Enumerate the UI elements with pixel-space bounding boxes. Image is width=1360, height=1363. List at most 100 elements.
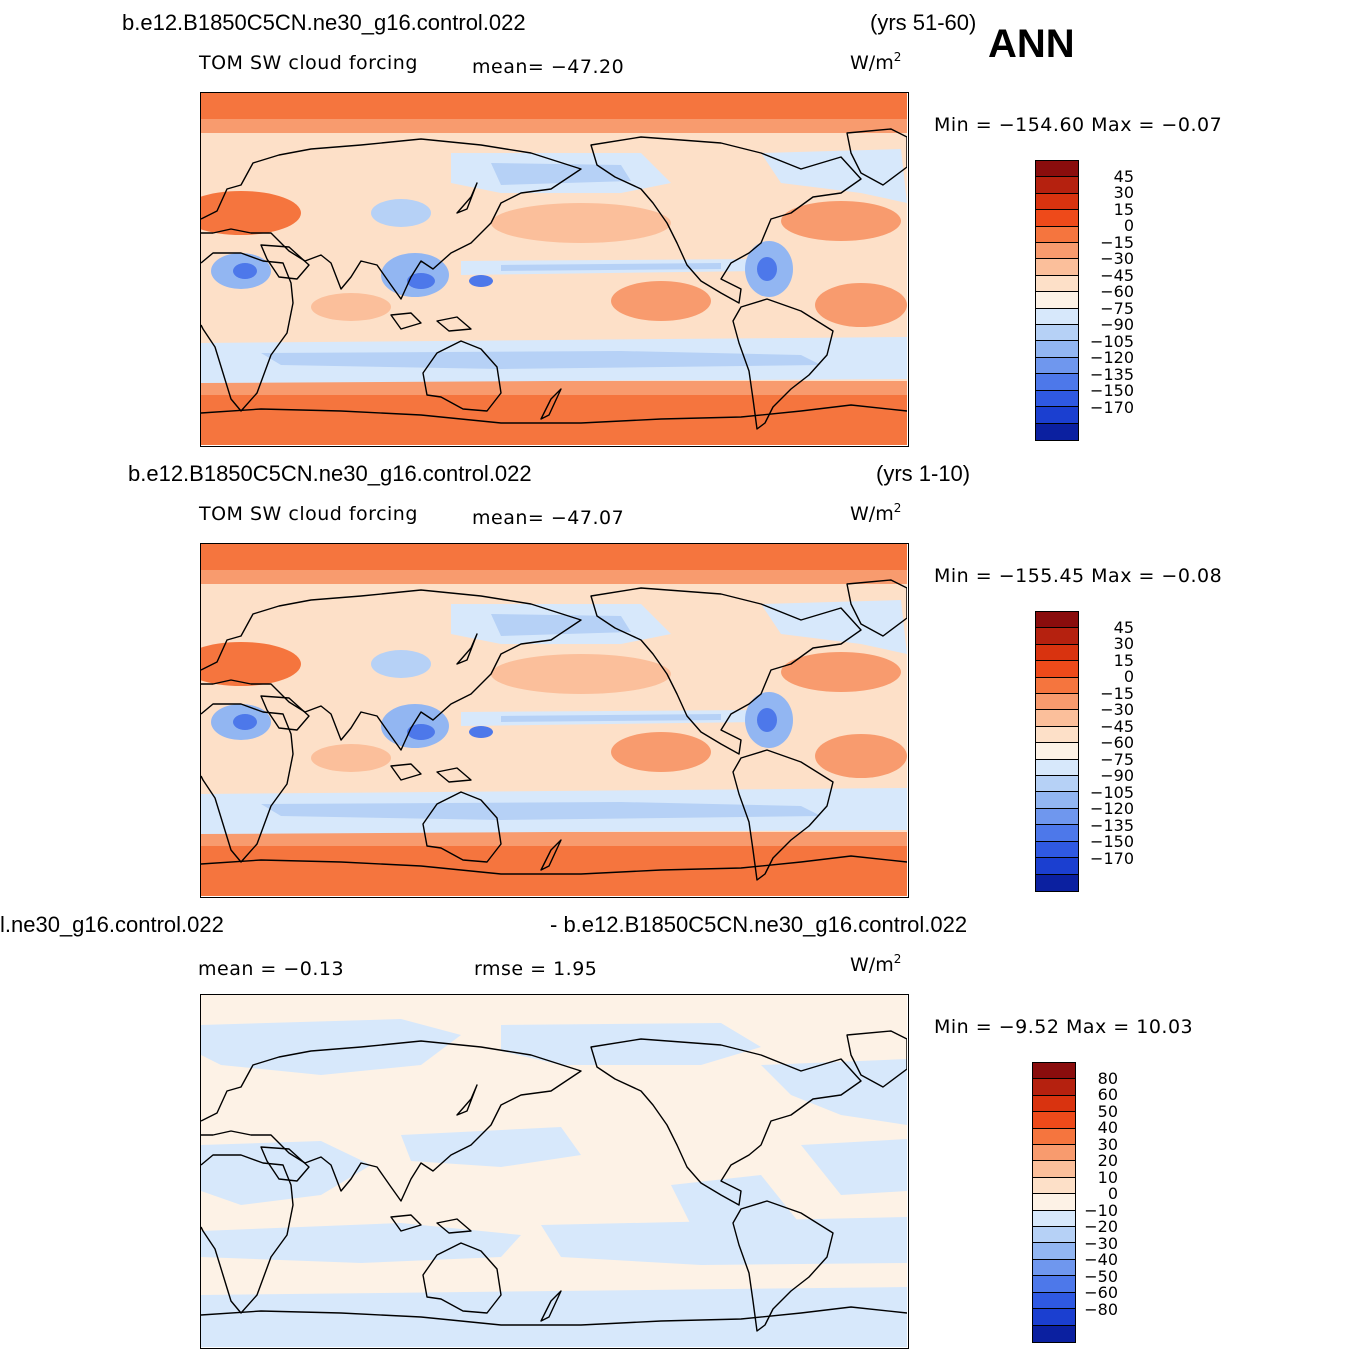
colorbar-swatch (1033, 1112, 1075, 1129)
colorbar-tick-label: −150 (1090, 381, 1134, 401)
colorbar-tick-label: −40 (1084, 1250, 1118, 1270)
colorbar-swatch (1036, 874, 1078, 891)
colorbar-tick-label: 0 (1123, 667, 1134, 687)
colorbar-tick-label: −105 (1090, 782, 1134, 802)
colorbar-tick-label: −75 (1100, 749, 1134, 769)
colorbar-swatch (1036, 161, 1078, 178)
colorbar-swatch (1036, 792, 1078, 809)
colorbar-tick-label: −135 (1090, 815, 1134, 835)
units-label: W/m2 (850, 501, 902, 525)
colorbar-labels: 45 30 15 0 −15 −30 −45 −60 −75 −90 −105 −120 −135 −15… (1080, 160, 1134, 441)
colorbar-tick-label: 30 (1113, 183, 1134, 203)
colorbar-swatch (1033, 1095, 1075, 1113)
map-control (200, 543, 909, 898)
colorbar-tick-label: −50 (1084, 1266, 1118, 1286)
colorbar-swatch (1036, 644, 1078, 662)
colorbar-swatch (1033, 1276, 1075, 1293)
contour-map (201, 93, 907, 445)
years-label: (yrs 51-60) (870, 10, 977, 35)
colorbar-tick-label: 15 (1113, 650, 1134, 670)
colorbar-tick-label: −45 (1100, 265, 1134, 285)
colorbar-tick-label: −90 (1100, 315, 1134, 335)
colorbar-swatch (1033, 1210, 1075, 1228)
colorbar (1035, 611, 1079, 892)
min-max-label: Min = −154.60 Max = −0.07 (934, 114, 1223, 136)
colorbar-swatch (1033, 1194, 1075, 1211)
colorbar-swatch (1033, 1161, 1075, 1178)
colorbar-tick-label: 20 (1097, 1151, 1118, 1171)
colorbar-swatch (1036, 341, 1078, 358)
colorbar-swatch (1036, 226, 1078, 244)
mean-value: mean = −0.13 (198, 958, 345, 980)
colorbar-swatch (1033, 1177, 1075, 1195)
contour-map (201, 544, 907, 896)
colorbar-tick-label: −30 (1084, 1233, 1118, 1253)
colorbar-tick-label: −30 (1100, 700, 1134, 720)
units-label: W/m2 (850, 952, 902, 976)
rmse-value: rmse = 1.95 (474, 958, 598, 980)
colorbar-tick-label: 50 (1097, 1101, 1118, 1121)
colorbar-swatch (1036, 808, 1078, 826)
field-name: TOM SW cloud forcing (199, 52, 418, 74)
colorbar-swatch (1036, 193, 1078, 211)
colorbar-tick-label: −15 (1100, 232, 1134, 252)
colorbar-tick-label: 30 (1097, 1134, 1118, 1154)
colorbar-swatch (1033, 1128, 1075, 1146)
colorbar-swatch (1036, 694, 1078, 711)
colorbar-swatch (1033, 1243, 1075, 1260)
colorbar-swatch (1033, 1325, 1075, 1342)
colorbar-tick-label: −10 (1084, 1200, 1118, 1220)
units-label: W/m2 (850, 50, 902, 74)
colorbar-swatch (1036, 292, 1078, 309)
colorbar-swatch (1036, 374, 1078, 391)
colorbar-swatch (1036, 759, 1078, 777)
colorbar-swatch (1036, 726, 1078, 744)
colorbar-swatch (1036, 243, 1078, 260)
colorbar-tick-label: −150 (1090, 832, 1134, 852)
colorbar-swatch (1033, 1145, 1075, 1162)
colorbar-swatch (1036, 177, 1078, 194)
colorbar-tick-label: −60 (1100, 282, 1134, 302)
colorbar-swatch (1036, 275, 1078, 293)
case-title-right: - b.e12.B1850C5CN.ne30_g16.control.022 (550, 912, 968, 937)
colorbar-swatch (1036, 628, 1078, 645)
colorbar-tick-label: 0 (1123, 216, 1134, 236)
colorbar-tick-label: −135 (1090, 364, 1134, 384)
colorbar-tick-label: −30 (1100, 249, 1134, 269)
colorbar-swatch (1033, 1309, 1075, 1326)
case-title-left: l.ne30_g16.control.022 (0, 912, 224, 937)
colorbar-tick-label: −170 (1090, 397, 1134, 417)
colorbar-swatch (1033, 1292, 1075, 1310)
case-title: b.e12.B1850C5CN.ne30_g16.control.022 (122, 10, 526, 35)
colorbar-swatch (1036, 325, 1078, 342)
colorbar-tick-label: −120 (1090, 348, 1134, 368)
field-name: TOM SW cloud forcing (199, 503, 418, 525)
colorbar-swatch (1036, 710, 1078, 727)
colorbar (1035, 160, 1079, 441)
colorbar-tick-label: −45 (1100, 716, 1134, 736)
colorbar-swatch (1036, 743, 1078, 760)
colorbar-tick-label: −60 (1100, 733, 1134, 753)
colorbar-swatch (1036, 776, 1078, 793)
colorbar-swatch (1036, 423, 1078, 440)
colorbar (1032, 1062, 1076, 1343)
colorbar-tick-label: −20 (1084, 1217, 1118, 1237)
colorbar-tick-label: 45 (1113, 166, 1134, 186)
colorbar-swatch (1033, 1227, 1075, 1244)
colorbar-tick-label: 15 (1113, 199, 1134, 219)
colorbar-swatch (1036, 407, 1078, 424)
colorbar-tick-label: −60 (1084, 1283, 1118, 1303)
colorbar-swatch (1036, 357, 1078, 375)
case-title: b.e12.B1850C5CN.ne30_g16.control.022 (128, 461, 532, 486)
colorbar-swatch (1036, 841, 1078, 859)
colorbar-tick-label: 30 (1113, 634, 1134, 654)
mean-value: mean= −47.20 (472, 56, 625, 78)
colorbar-tick-label: −80 (1084, 1299, 1118, 1319)
colorbar-tick-label: 40 (1097, 1118, 1118, 1138)
min-max-label: Min = −9.52 Max = 10.03 (934, 1016, 1194, 1038)
colorbar-labels: 80 60 50 40 30 20 10 0 −10 −20 −30 −40 −50 −60 −80 (1064, 1062, 1118, 1343)
colorbar-tick-label: 45 (1113, 617, 1134, 637)
colorbar-tick-label: −75 (1100, 298, 1134, 318)
colorbar-swatch (1036, 308, 1078, 326)
map-difference (200, 994, 909, 1349)
